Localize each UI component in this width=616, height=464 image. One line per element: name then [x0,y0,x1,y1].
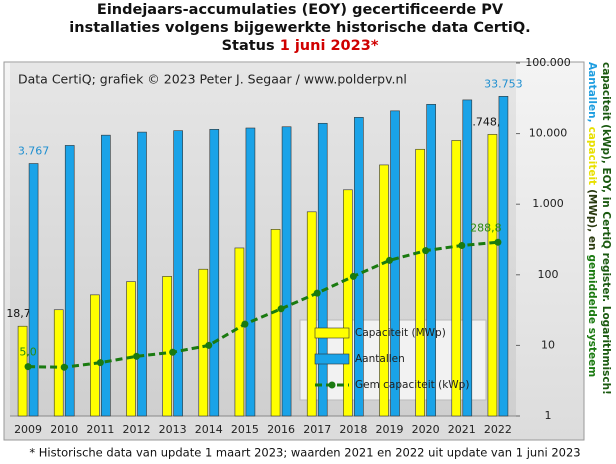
bar [198,268,209,417]
y-tick-label: 100.000 [525,56,571,69]
bar [53,309,64,417]
bar [281,126,292,417]
point [313,289,321,297]
point [422,247,430,255]
bar [451,140,462,417]
legend-label: Capaciteit (MWp) [355,327,446,339]
point [458,242,466,250]
x-tick-label: 2020 [412,423,440,436]
x-tick-label: 2014 [195,423,223,436]
bar [64,145,75,417]
point [386,256,393,264]
bar [306,211,317,417]
y-tick-label: 10.000 [529,127,568,140]
x-tick-label: 2013 [159,423,187,436]
status-label: Status [222,38,275,54]
title-line: Eindejaars-accumulaties (EOY) gecertific… [97,2,504,18]
legend-swatch [314,327,350,339]
y-axis-label-line: capaciteit (kWp), EOY, in CertiQ registe… [600,62,612,395]
line [28,240,499,369]
y-axis-label-part: capaciteit [586,127,598,186]
value-label: 9.748,4 [465,115,507,128]
bar [498,96,509,417]
x-tick-label: 2018 [339,423,367,436]
point [24,363,32,371]
bar [137,131,147,417]
y-axis-label-line: Aantallen, capaciteit (MWp), en gemiddelde … [586,62,598,377]
point [169,348,177,356]
footnote: * Historische data van update 1 maart 20… [29,446,580,460]
value-label: 33.753 [484,77,523,90]
legend-swatch [314,353,350,365]
x-tick-label: 2022 [484,423,512,436]
status: Status 1 juni 2023* [222,38,379,54]
y-tick-label: 10 [541,338,555,351]
value-label: 3.767 [18,145,50,158]
bar [354,117,364,417]
point [205,341,213,349]
bar [317,122,328,417]
point [60,363,68,371]
bar [462,99,473,417]
x-tick-label: 2010 [50,423,78,436]
value-label: 288,8 [470,221,502,234]
y-axis-label: Aantallen, capaciteit (MWp), en gemiddelde … [586,62,612,395]
y-tick-label: 1 [545,409,552,422]
x-tick-label: 2015 [231,423,259,436]
legend-label: Gem capaciteit (kWp) [355,379,469,391]
bar [17,325,28,417]
value-label: 5,0 [19,346,37,359]
point [96,359,104,367]
bar [426,104,436,417]
x-tick-label: 2009 [14,423,42,436]
bar [126,281,136,417]
point [349,272,357,280]
bar [270,229,281,417]
x-tick-label: 2017 [303,423,331,436]
x-tick-label: 2016 [267,423,295,436]
y-tick-label: 1.000 [532,197,564,210]
y-axis-label-part: capaciteit (kWp), EOY, in CertiQ registe… [600,62,612,395]
value-label: 18,7 [6,307,31,320]
bar [390,110,400,417]
x-tick-label: 2019 [376,423,404,436]
bar [209,129,220,417]
point [241,320,249,328]
bar [162,276,172,417]
x-tick-label: 2021 [448,423,476,436]
bar [101,134,111,417]
legend-swatch [328,381,336,389]
bar [90,294,100,417]
bar [28,163,39,417]
y-axis-label-part: gemiddelde systeem [586,254,598,377]
x-tick-label: 2012 [123,423,151,436]
legend-label: Aantallen [355,353,405,365]
y-tick-label: 100 [538,268,559,281]
y-axis-label-part: Aantallen, [586,62,598,123]
title-line: installaties volgens bijgewerkte histori… [69,20,530,36]
point [277,305,285,313]
bar [487,134,498,417]
y-axis-label-part: (MWp), en [586,189,598,250]
point [494,238,502,246]
x-tick-label: 2011 [86,423,114,436]
bar [379,164,389,417]
bar [415,148,425,417]
status-date: 1 juni 2023* [280,38,379,54]
bar [234,247,245,417]
bar [245,127,256,417]
bar [173,130,183,417]
bar [343,189,353,417]
point [133,352,140,360]
annotation: Data CertiQ; grafiek © 2023 Peter J. Seg… [18,72,407,87]
